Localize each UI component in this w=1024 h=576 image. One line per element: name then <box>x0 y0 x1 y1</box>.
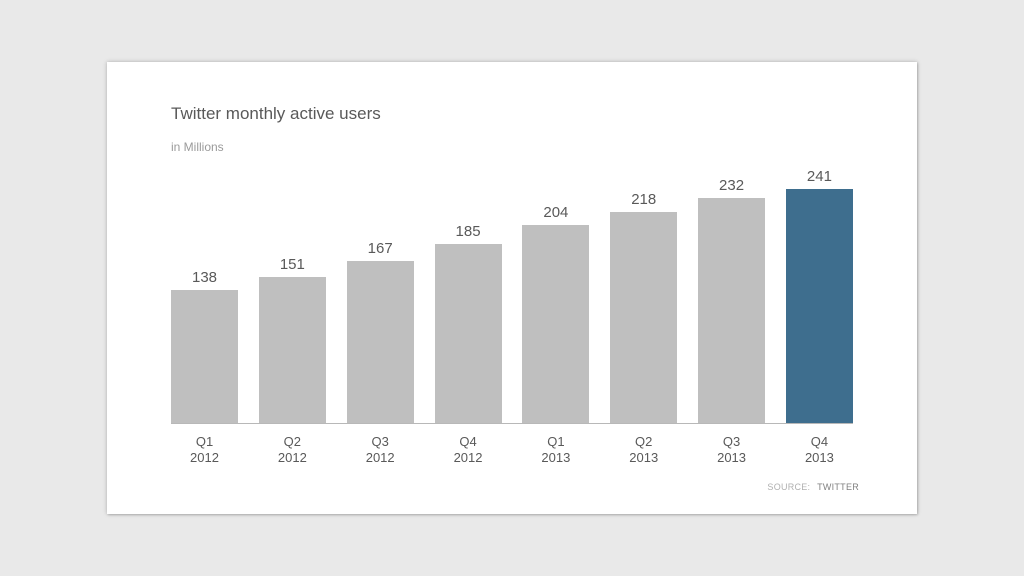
x-axis-label: Q42013 <box>786 434 853 467</box>
source-label: SOURCE: <box>767 482 810 492</box>
bar-group: 241 <box>786 166 853 424</box>
x-axis-year: 2012 <box>259 450 326 466</box>
x-axis-year: 2013 <box>698 450 765 466</box>
x-axis-quarter: Q4 <box>786 434 853 450</box>
bar <box>610 212 677 424</box>
x-axis-baseline <box>171 423 853 424</box>
bar-value-label: 241 <box>807 168 832 185</box>
bar <box>347 261 414 424</box>
bar-value-label: 204 <box>543 204 568 221</box>
x-axis-quarter: Q2 <box>259 434 326 450</box>
chart-title: Twitter monthly active users <box>171 104 381 124</box>
x-axis-label: Q22013 <box>610 434 677 467</box>
bar <box>171 290 238 424</box>
x-axis-label: Q12012 <box>171 434 238 467</box>
bar-value-label: 167 <box>368 240 393 257</box>
x-axis-quarter: Q3 <box>698 434 765 450</box>
bar <box>522 225 589 424</box>
x-axis-quarter: Q1 <box>171 434 238 450</box>
x-axis-quarter: Q2 <box>610 434 677 450</box>
x-axis-year: 2012 <box>435 450 502 466</box>
bar-group: 232 <box>698 166 765 424</box>
bar-group: 138 <box>171 166 238 424</box>
bar <box>698 198 765 424</box>
bar-value-label: 138 <box>192 269 217 286</box>
x-axis-year: 2013 <box>522 450 589 466</box>
x-axis-year: 2013 <box>610 450 677 466</box>
x-axis-quarter: Q3 <box>347 434 414 450</box>
x-axis-quarter: Q1 <box>522 434 589 450</box>
page-background: Twitter monthly active users in Millions… <box>0 0 1024 576</box>
chart-plot-area: 138 151 167 185 204 218 232 241 <box>171 166 853 424</box>
x-axis-label: Q32013 <box>698 434 765 467</box>
x-axis-label: Q42012 <box>435 434 502 467</box>
bar-series: 138 151 167 185 204 218 232 241 <box>171 166 853 424</box>
bar-group: 218 <box>610 166 677 424</box>
x-axis-year: 2013 <box>786 450 853 466</box>
bar-group: 167 <box>347 166 414 424</box>
bar-highlight <box>786 189 853 424</box>
bar-value-label: 218 <box>631 191 656 208</box>
x-axis-label: Q32012 <box>347 434 414 467</box>
bar-value-label: 151 <box>280 256 305 273</box>
bar <box>259 277 326 424</box>
bar-value-label: 185 <box>456 223 481 240</box>
source-attribution: SOURCE: TWITTER <box>767 482 859 492</box>
bar-value-label: 232 <box>719 177 744 194</box>
chart-subtitle: in Millions <box>171 140 224 154</box>
x-axis-quarter: Q4 <box>435 434 502 450</box>
bar <box>435 244 502 424</box>
x-axis-labels: Q12012Q22012Q32012Q42012Q12013Q22013Q320… <box>171 434 853 467</box>
source-value: TWITTER <box>817 482 859 492</box>
x-axis-label: Q22012 <box>259 434 326 467</box>
chart-card: Twitter monthly active users in Millions… <box>107 62 917 514</box>
bar-group: 204 <box>522 166 589 424</box>
x-axis-label: Q12013 <box>522 434 589 467</box>
bar-group: 151 <box>259 166 326 424</box>
x-axis-year: 2012 <box>171 450 238 466</box>
bar-group: 185 <box>435 166 502 424</box>
x-axis-year: 2012 <box>347 450 414 466</box>
